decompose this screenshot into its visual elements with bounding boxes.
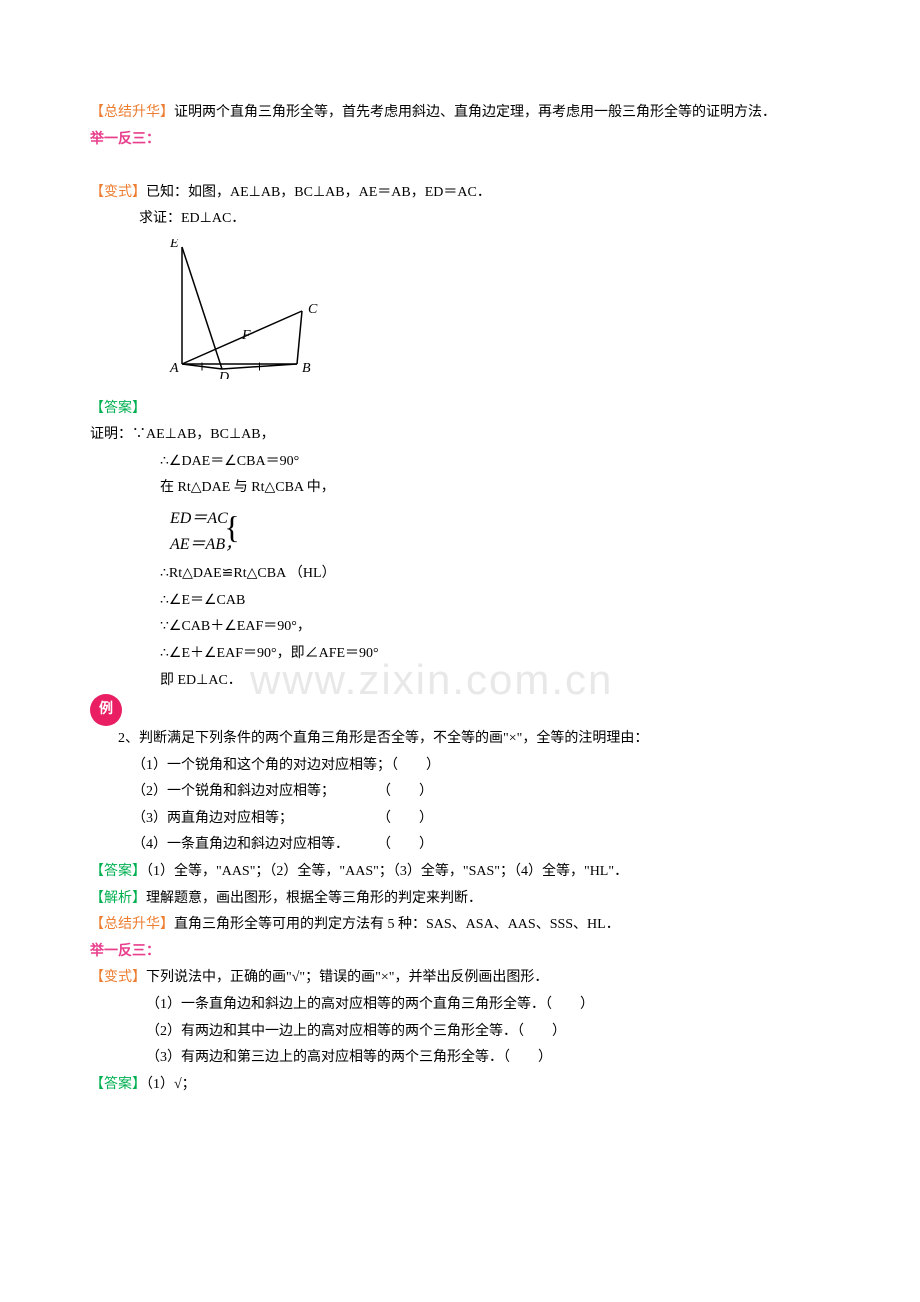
proof-line-5: ∵∠CAB＋∠EAF＝90°， — [90, 614, 830, 641]
juyi-heading-2: 举一反三： — [90, 939, 830, 966]
summary-label: 【总结升华】 — [90, 105, 174, 120]
svg-text:D: D — [218, 370, 229, 379]
summary-1: 【总结升华】证明两个直角三角形全等，首先考虑用斜边、直角边定理，再考虑用一般三角… — [90, 100, 830, 127]
example-body: 判断满足下列条件的两个直角三角形是否全等，不全等的画"×"，全等的注明理由： — [139, 731, 648, 746]
variant-1-prove: 求证：ED⊥AC． — [90, 206, 830, 233]
svg-text:B: B — [302, 361, 311, 376]
svg-text:F: F — [241, 328, 251, 343]
summary-2: 【总结升华】直角三角形全等可用的判定方法有 5 种：SAS、ASA、AAS、SS… — [90, 912, 830, 939]
answer-2-label: 【答案】 — [90, 864, 146, 879]
proof-label: 证明： — [90, 427, 132, 442]
v2-question-1: （1）一条直角边和斜边上的高对应相等的两个直角三角形全等．（ ） — [90, 992, 830, 1019]
svg-text:A: A — [169, 361, 179, 376]
analysis-text: 理解题意，画出图形，根据全等三角形的判定来判断． — [146, 891, 482, 906]
summary-text: 证明两个直角三角形全等，首先考虑用斜边、直角边定理，再考虑用一般三角形全等的证明… — [174, 105, 776, 120]
proof-line-4: ∴∠E＝∠CAB — [90, 588, 830, 615]
summary-2-text: 直角三角形全等可用的判定方法有 5 种：SAS、ASA、AAS、SSS、HL． — [174, 917, 620, 932]
proof-line-0: ∵AE⊥AB，BC⊥AB， — [132, 427, 275, 442]
variant-1: 【变式】已知：如图，AE⊥AB，BC⊥AB，AE＝AB，ED＝AC． — [90, 180, 830, 207]
variant-text: 已知：如图，AE⊥AB，BC⊥AB，AE＝AB，ED＝AC． — [146, 185, 491, 200]
v2-question-2: （2）有两边和其中一边上的高对应相等的两个三角形全等．（ ） — [90, 1019, 830, 1046]
svg-text:E: E — [169, 239, 179, 251]
variant-2: 【变式】下列说法中，正确的画"√"；错误的画"×"，并举出反例画出图形． — [90, 965, 830, 992]
brace-icon: { — [224, 502, 239, 553]
math-equation-block: { ED＝AC AE＝AB， — [90, 506, 830, 557]
answer-3-label: 【答案】 — [90, 1077, 146, 1092]
question-3: （3）两直角边对应相等； （ ） — [90, 806, 830, 833]
answer-2-text: （1）全等，"AAS"；（2）全等，"AAS"；（3）全等，"SAS"；（4）全… — [146, 864, 628, 879]
geometry-diagram: A B C D E F — [167, 239, 830, 390]
proof-line-1: ∴∠DAE＝∠CBA＝90° — [90, 449, 830, 476]
juyi-heading-1: 举一反三： — [90, 127, 830, 154]
example-badge-icon: 例 — [90, 694, 122, 726]
math-eq-2: AE＝AB， — [170, 532, 830, 558]
proof-line-3: ∴Rt△DAE≌Rt△CBA （HL） — [90, 561, 830, 588]
math-eq-1: ED＝AC — [170, 506, 830, 532]
example-2-header: 例 — [90, 694, 830, 726]
example-2-text: 2、判断满足下列条件的两个直角三角形是否全等，不全等的画"×"，全等的注明理由： — [90, 726, 830, 753]
analysis-label: 【解析】 — [90, 891, 146, 906]
proof-line-7: 即 ED⊥AC． — [90, 668, 830, 695]
summary-2-label: 【总结升华】 — [90, 917, 174, 932]
answer-3: 【答案】（1）√； — [90, 1072, 830, 1099]
analysis: 【解析】理解题意，画出图形，根据全等三角形的判定来判断． — [90, 886, 830, 913]
proof-line-2: 在 Rt△DAE 与 Rt△CBA 中， — [90, 475, 830, 502]
question-2: （2）一个锐角和斜边对应相等； （ ） — [90, 779, 830, 806]
variant-label: 【变式】 — [90, 185, 146, 200]
page-content: 【总结升华】证明两个直角三角形全等，首先考虑用斜边、直角边定理，再考虑用一般三角… — [90, 100, 830, 1098]
question-1: （1）一个锐角和这个角的对边对应相等；（ ） — [90, 753, 830, 780]
answer-2: 【答案】（1）全等，"AAS"；（2）全等，"AAS"；（3）全等，"SAS"；… — [90, 859, 830, 886]
variant-2-label: 【变式】 — [90, 970, 146, 985]
answer-1-label: 【答案】 — [90, 396, 830, 423]
proof-start: 证明：∵AE⊥AB，BC⊥AB， — [90, 422, 830, 449]
answer-3-text: （1）√； — [146, 1077, 196, 1092]
svg-text:C: C — [308, 302, 318, 317]
example-num: 2、 — [118, 731, 139, 746]
proof-line-6: ∴∠E＋∠EAF＝90°，即∠AFE＝90° — [90, 641, 830, 668]
v2-question-3: （3）有两边和第三边上的高对应相等的两个三角形全等．（ ） — [90, 1045, 830, 1072]
question-4: （4）一条直角边和斜边对应相等． （ ） — [90, 832, 830, 859]
variant-2-text: 下列说法中，正确的画"√"；错误的画"×"，并举出反例画出图形． — [146, 970, 548, 985]
